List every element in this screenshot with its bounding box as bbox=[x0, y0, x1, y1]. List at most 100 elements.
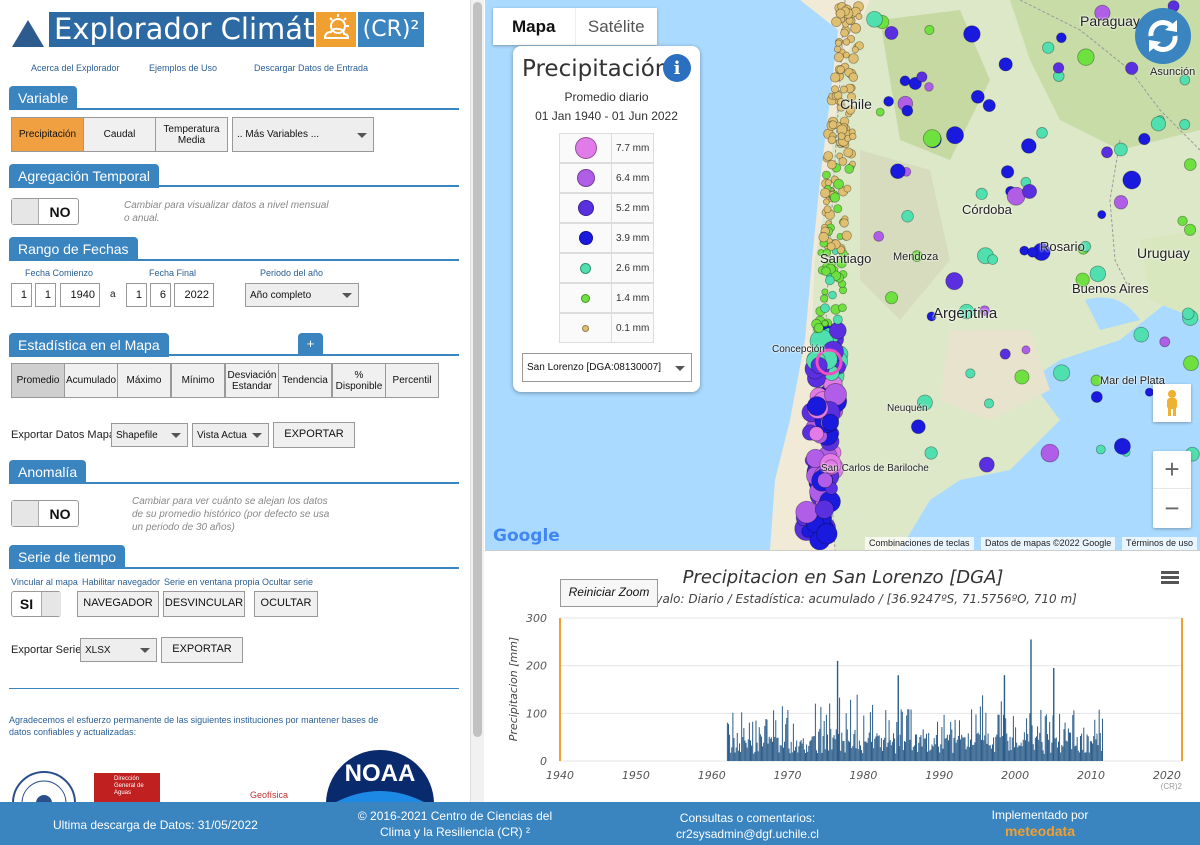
export-series-button[interactable]: EXPORTAR bbox=[161, 637, 243, 663]
time-series-chart[interactable]: Precipitacion en San Lorenzo [DGA] Inter… bbox=[485, 550, 1200, 802]
series-bar bbox=[989, 745, 991, 761]
examples-link[interactable]: Ejemplos de Uso bbox=[149, 63, 218, 73]
station-select[interactable]: San Lorenzo [DGA:08130007] bbox=[522, 353, 692, 382]
series-bar bbox=[1035, 736, 1037, 761]
ocultar-button[interactable]: OCULTAR bbox=[254, 591, 318, 617]
series-bar bbox=[1005, 718, 1007, 761]
series-bar bbox=[923, 738, 925, 761]
series-bar bbox=[971, 709, 973, 761]
download-input-link[interactable]: Descargar Datos de Entrada bbox=[254, 63, 369, 73]
export-map-button[interactable]: EXPORTAR bbox=[273, 422, 355, 448]
chart-plot[interactable]: Precipitacion en San Lorenzo [DGA] Inter… bbox=[485, 551, 1200, 803]
map-view-select[interactable]: Vista Actua bbox=[192, 423, 269, 447]
variable-temperatura-button[interactable]: Temperatura Media bbox=[155, 117, 228, 152]
map-canvas[interactable]: Mapa Satélite Precipitación i Promedio d… bbox=[485, 0, 1200, 550]
map-place-label: Córdoba bbox=[962, 202, 1012, 217]
series-bar bbox=[951, 729, 953, 761]
weather-cloud-sun-icon bbox=[316, 12, 356, 47]
zoom-in-button[interactable]: + bbox=[1153, 451, 1191, 489]
end-day-input[interactable]: 1 bbox=[126, 283, 147, 307]
stat-maximo-button[interactable]: Máximo bbox=[117, 363, 171, 398]
x-tick-label: 2010 bbox=[1077, 769, 1105, 782]
series-bar bbox=[942, 748, 944, 761]
stat-percentil-button[interactable]: Percentil bbox=[385, 363, 439, 398]
stat-acumulado-button[interactable]: Acumulado bbox=[64, 363, 118, 398]
anomalia-toggle[interactable]: NO bbox=[11, 500, 79, 527]
station-marker bbox=[866, 10, 883, 28]
chart-menu-icon[interactable] bbox=[1161, 571, 1179, 585]
map-format-select[interactable]: Shapefile bbox=[111, 423, 188, 447]
station-marker bbox=[1077, 48, 1095, 66]
stat-promedio-button[interactable]: Promedio bbox=[11, 363, 65, 398]
stat-tendencia-button[interactable]: Tendencia bbox=[278, 363, 332, 398]
stat-desviacion-button[interactable]: Desviación Estandar bbox=[225, 363, 279, 398]
keyboard-shortcuts-link[interactable]: Combinaciones de teclas bbox=[865, 537, 974, 550]
series-bar bbox=[993, 737, 995, 761]
series-bar bbox=[1009, 736, 1011, 761]
series-bar bbox=[752, 721, 754, 761]
y-tick-label: 200 bbox=[526, 660, 547, 673]
end-month-input[interactable]: 6 bbox=[150, 283, 171, 307]
variable-precipitacion-button[interactable]: Precipitación bbox=[11, 117, 84, 152]
series-bar bbox=[834, 739, 836, 761]
periodo-label: Periodo del año bbox=[260, 268, 324, 278]
map-place-label: Mendoza bbox=[893, 251, 939, 263]
series-bar bbox=[1039, 732, 1041, 761]
start-month-input[interactable]: 1 bbox=[35, 283, 56, 307]
google-logo[interactable]: Google bbox=[493, 526, 560, 546]
series-bar bbox=[749, 740, 751, 761]
start-day-input[interactable]: 1 bbox=[11, 283, 32, 307]
map-place-label: Chile bbox=[840, 96, 872, 112]
meteodata-logo[interactable]: meteodata bbox=[1004, 823, 1076, 839]
series-bar bbox=[1086, 734, 1088, 761]
reset-zoom-button[interactable]: Reiniciar Zoom bbox=[560, 579, 658, 607]
stat-disponible-button[interactable]: % Disponible bbox=[332, 363, 386, 398]
series-format-select[interactable]: XLSX bbox=[80, 638, 157, 662]
zoom-out-button[interactable]: − bbox=[1164, 492, 1180, 523]
series-bar bbox=[779, 745, 781, 761]
station-marker bbox=[813, 322, 824, 334]
agregacion-toggle[interactable]: NO bbox=[11, 198, 79, 225]
station-marker bbox=[830, 72, 841, 83]
info-icon[interactable]: i bbox=[663, 54, 691, 82]
series-bar bbox=[940, 744, 942, 761]
street-view-pegman-icon[interactable] bbox=[1153, 384, 1191, 422]
map-terrain[interactable] bbox=[485, 0, 1200, 550]
terms-link[interactable]: Términos de uso bbox=[1122, 537, 1198, 550]
station-marker bbox=[970, 89, 985, 104]
add-statistic-button[interactable]: + bbox=[298, 333, 323, 355]
series-bar bbox=[793, 750, 795, 761]
refresh-icon[interactable] bbox=[1135, 8, 1191, 64]
series-bar bbox=[1046, 734, 1048, 761]
more-variables-select[interactable]: .. Más Variables ... bbox=[232, 117, 374, 152]
station-marker bbox=[916, 71, 928, 83]
left-panel-scrollbar[interactable] bbox=[470, 0, 484, 802]
about-link[interactable]: Acerca del Explorador bbox=[31, 63, 120, 73]
periodo-select[interactable]: Año completo bbox=[245, 283, 359, 307]
series-bar bbox=[864, 741, 866, 761]
series-bar bbox=[799, 741, 801, 761]
station-marker bbox=[901, 209, 914, 223]
variable-caudal-button[interactable]: Caudal bbox=[83, 117, 156, 152]
tab-satelite[interactable]: Satélite bbox=[587, 16, 645, 36]
series-bar bbox=[978, 734, 980, 761]
series-bar bbox=[787, 710, 789, 761]
series-bar bbox=[1095, 739, 1097, 761]
scrollbar-thumb[interactable] bbox=[473, 2, 482, 737]
series-bar bbox=[1088, 752, 1090, 761]
series-bar bbox=[822, 736, 824, 761]
station-marker bbox=[821, 288, 829, 296]
stat-minimo-button[interactable]: Mínimo bbox=[171, 363, 225, 398]
end-year-input[interactable]: 2022 bbox=[174, 283, 214, 307]
series-bar bbox=[784, 741, 786, 761]
vincular-toggle[interactable]: SI bbox=[11, 591, 61, 617]
series-bar bbox=[930, 749, 932, 761]
navegador-button[interactable]: NAVEGADOR bbox=[77, 591, 159, 617]
tab-mapa[interactable]: Mapa bbox=[493, 8, 576, 45]
contact-email-link[interactable]: cr2sysadmin@dgf.uchile.cl bbox=[676, 827, 819, 841]
series-peak-bar bbox=[836, 660, 839, 761]
series-bar bbox=[762, 746, 764, 761]
export-map-label: Exportar Datos Mapa: bbox=[11, 429, 118, 441]
desvincular-button[interactable]: DESVINCULAR bbox=[163, 591, 245, 617]
start-year-input[interactable]: 1940 bbox=[60, 283, 100, 307]
